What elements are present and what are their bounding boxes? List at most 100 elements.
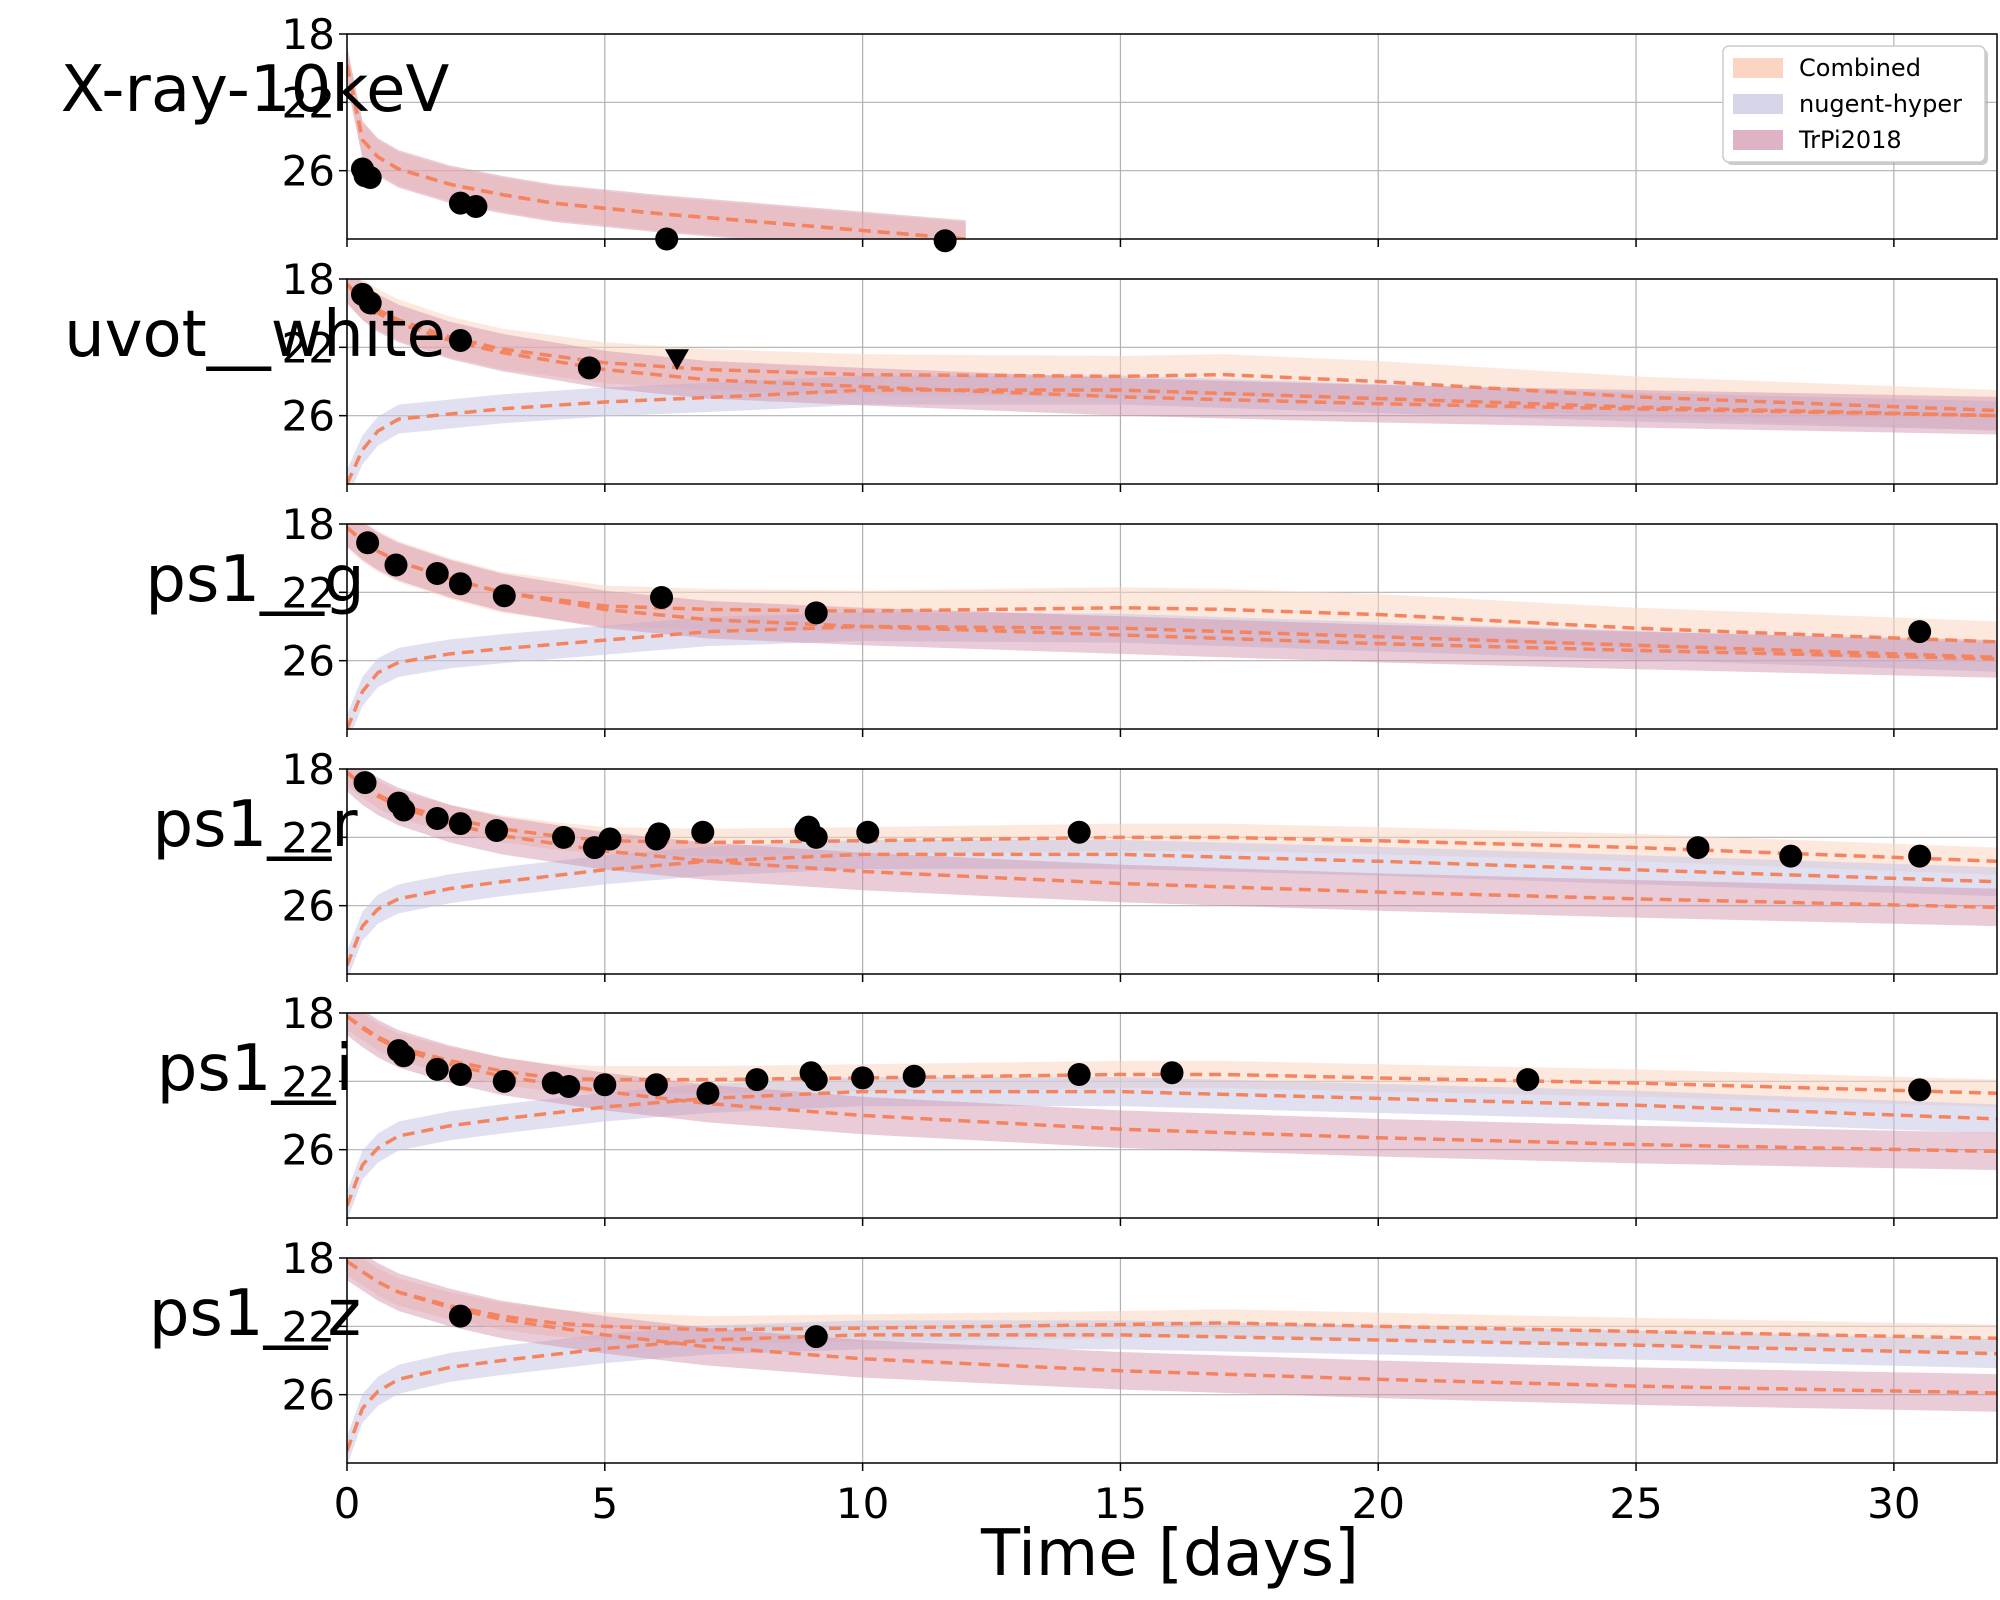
band-TrPi2018 <box>347 45 966 239</box>
band-nugent-hyper <box>347 839 1997 974</box>
panel-ylabel: uvot__white <box>64 298 446 372</box>
legend: Combined nugent-hyper TrPi2018 <box>1722 45 1988 165</box>
data-point <box>425 562 449 586</box>
x-tick-label: 30 <box>1867 1479 1920 1528</box>
plot-area <box>347 45 966 239</box>
data-point <box>384 553 408 577</box>
model-line-TrPi2018 <box>347 526 1997 661</box>
panel-ps1__g: 18 22 26 ps1__g <box>145 500 1998 737</box>
y-tick-label: 26 <box>282 392 335 441</box>
model-line-TrPi2018 <box>347 1259 1997 1395</box>
data-point <box>1067 1063 1091 1086</box>
plot-area <box>347 769 1997 974</box>
axes-frame <box>346 33 1998 240</box>
data-point <box>691 820 715 844</box>
model-line-nugent-hyper <box>347 1333 1997 1452</box>
legend-swatch <box>1733 130 1783 150</box>
data-point <box>933 229 957 253</box>
panels-group: 182226X-ray-10keV182226uvot__white182226… <box>61 10 1998 1528</box>
y-tick-label: 18 <box>282 500 335 549</box>
data-point <box>358 166 382 189</box>
band-TrPi2018 <box>347 1013 1997 1171</box>
data-point <box>448 1063 472 1086</box>
model-line-TrPi2018 <box>347 64 966 239</box>
band-Combined <box>347 47 966 239</box>
model-line-nugent-hyper <box>347 852 1997 967</box>
data-point <box>425 1057 449 1081</box>
y-tick-label: 22 <box>282 323 335 372</box>
data-point <box>1779 844 1803 868</box>
data-point <box>577 356 601 380</box>
data-point <box>448 572 472 596</box>
data-point <box>1067 820 1091 844</box>
data-point <box>448 812 472 836</box>
y-tick-label: 18 <box>282 255 335 304</box>
panel-ps1__z: 18 22 26 ps1__z 0 5 10 15 20 25 30 <box>149 1234 1998 1528</box>
data-point <box>1908 620 1932 644</box>
data-point <box>358 291 382 315</box>
data-point <box>696 1081 720 1105</box>
legend-label: TrPi2018 <box>1798 126 1902 154</box>
data-point <box>647 822 671 846</box>
x-tick-label: 15 <box>1094 1479 1147 1528</box>
data-point <box>598 827 622 851</box>
data-point <box>356 531 380 555</box>
y-tick-label: 26 <box>282 147 335 196</box>
plot-area <box>347 1013 1997 1218</box>
data-point <box>492 584 516 608</box>
y-tick-label: 18 <box>282 10 335 59</box>
data-point <box>353 771 377 795</box>
model-line-nugent-hyper <box>347 388 1997 484</box>
data-point <box>856 820 880 844</box>
y-tick-label: 18 <box>282 1234 335 1283</box>
band-nugent-hyper <box>347 1077 1997 1218</box>
band-nugent-hyper <box>347 375 1997 484</box>
y-tick-label: 18 <box>282 745 335 794</box>
data-point <box>1908 1078 1932 1102</box>
data-point <box>804 825 828 849</box>
data-point <box>644 1073 668 1097</box>
data-point <box>425 807 449 831</box>
data-point <box>448 329 472 352</box>
x-tick-label: 0 <box>334 1479 361 1528</box>
data-point <box>745 1068 769 1092</box>
data-point <box>851 1066 875 1090</box>
panel-X-ray-10keV: 18 22 26 X-ray-10keV <box>61 10 1998 253</box>
y-tick-label: 22 <box>282 1057 335 1106</box>
axes-frame <box>346 1257 1998 1464</box>
data-point <box>392 798 416 822</box>
band-TrPi2018 <box>347 1258 1997 1412</box>
y-tick-label: 18 <box>282 989 335 1038</box>
data-point <box>902 1064 926 1088</box>
data-point <box>1516 1068 1540 1092</box>
panel-ylabel: ps1__i <box>157 1032 353 1106</box>
plot-area <box>347 1258 1997 1463</box>
model-line-TrPi2018 <box>347 282 1997 418</box>
band-TrPi2018 <box>347 769 1997 927</box>
legend-box <box>1722 45 1986 163</box>
axes-frame <box>346 523 1998 730</box>
panel-uvot__white: 18 22 26 uvot__white <box>64 255 1998 492</box>
model-line-Combined <box>347 282 1997 413</box>
data-point <box>557 1074 581 1098</box>
data-point <box>804 1068 828 1092</box>
panel-ylabel: X-ray-10keV <box>61 53 450 127</box>
legend-label: nugent-hyper <box>1799 90 1962 118</box>
data-point <box>492 1069 516 1093</box>
x-tick-label: 25 <box>1609 1479 1662 1528</box>
plot-area <box>347 279 1997 484</box>
upper-limit-marker <box>665 349 689 371</box>
data-point <box>448 1304 472 1328</box>
data-point <box>1160 1061 1184 1085</box>
data-point <box>485 819 509 842</box>
y-tick-label: 26 <box>282 882 335 931</box>
y-tick-label: 26 <box>282 637 335 686</box>
model-line-nugent-hyper <box>347 1089 1997 1207</box>
axes-frame <box>346 278 1998 485</box>
y-tick-label: 22 <box>282 568 335 617</box>
panel-ylabel: ps1__z <box>149 1277 361 1351</box>
data-point <box>650 585 674 609</box>
y-tick-label: 26 <box>282 1126 335 1175</box>
x-tick-label: 10 <box>836 1479 889 1528</box>
x-tick-label: 5 <box>591 1479 618 1528</box>
